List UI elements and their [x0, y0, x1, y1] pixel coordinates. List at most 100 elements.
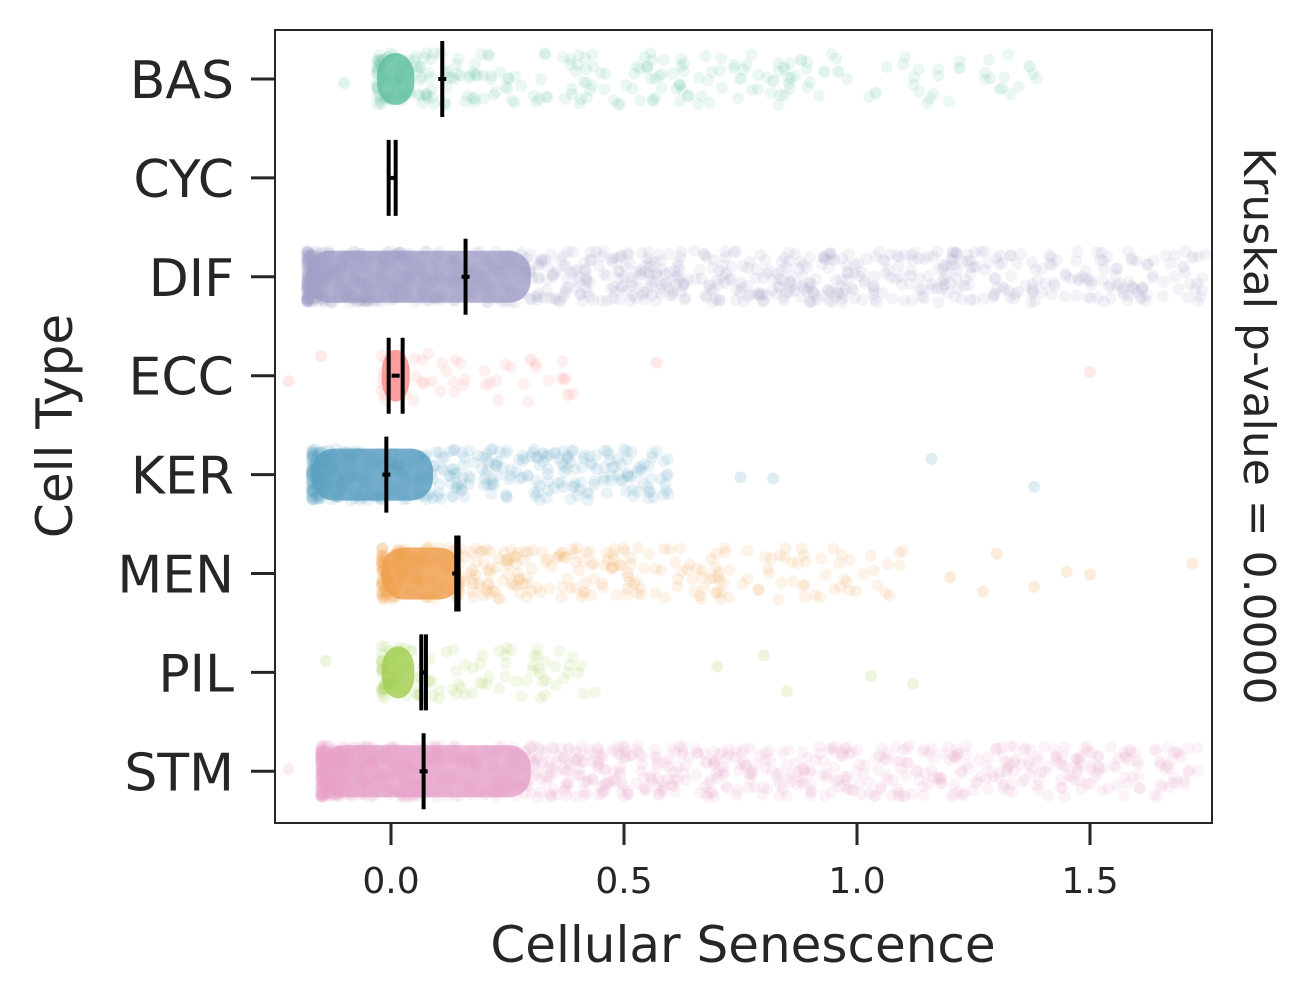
point-pil — [493, 644, 506, 657]
point-dif — [766, 284, 779, 297]
point-ker — [306, 493, 319, 506]
point-stm — [847, 784, 860, 797]
point-stm — [987, 771, 1000, 784]
point-men — [442, 564, 455, 577]
point-ker — [374, 458, 387, 471]
point-dif — [414, 258, 427, 271]
point-ker — [424, 486, 437, 499]
point-stm — [423, 750, 436, 763]
point-dif — [310, 279, 323, 292]
point-ker — [319, 471, 332, 484]
point-men — [809, 589, 822, 602]
point-dif — [338, 290, 351, 303]
point-bas — [641, 62, 654, 75]
point-men — [467, 577, 480, 590]
point-ker — [330, 490, 343, 503]
point-pil — [515, 690, 528, 703]
point-men — [382, 580, 395, 593]
point-dif — [822, 283, 835, 296]
point-men — [883, 589, 896, 602]
point-dif — [302, 292, 315, 305]
point-pil — [574, 659, 587, 672]
point-bas — [493, 66, 506, 79]
point-dif — [313, 259, 326, 272]
point-stm — [548, 742, 561, 755]
point-dif — [778, 251, 791, 264]
point-men — [798, 591, 811, 604]
point-bas — [384, 93, 397, 106]
point-dif — [1064, 273, 1077, 286]
point-stm — [1056, 781, 1069, 794]
point-dif — [1190, 277, 1203, 290]
point-dif — [858, 274, 871, 287]
point-pil — [549, 679, 562, 692]
point-dif — [386, 288, 399, 301]
point-ker — [567, 444, 580, 457]
point-ecc — [480, 379, 493, 392]
point-dif — [826, 295, 839, 308]
point-dif — [330, 282, 343, 295]
point-dif — [479, 278, 492, 291]
point-dif — [301, 268, 314, 281]
point-bas — [372, 58, 385, 71]
point-dif — [380, 246, 393, 259]
point-ecc — [408, 352, 421, 365]
point-dif — [301, 245, 314, 258]
point-dif — [650, 266, 663, 279]
point-pil — [474, 657, 487, 670]
point-ker — [657, 455, 670, 468]
point-ker — [661, 452, 674, 465]
point-men — [871, 579, 884, 592]
point-ker — [437, 464, 450, 477]
point-dif — [309, 259, 322, 272]
point-bas — [371, 81, 384, 94]
point-ker — [586, 459, 599, 472]
point-ker — [421, 473, 434, 486]
point-stm — [886, 789, 899, 802]
point-dif — [302, 291, 315, 304]
point-ker — [525, 450, 538, 463]
point-dif — [358, 279, 371, 292]
point-dif — [867, 281, 880, 294]
point-men — [473, 580, 486, 593]
point-bas — [737, 63, 750, 76]
point-ker — [312, 491, 325, 504]
point-dif — [311, 265, 324, 278]
point-bas — [628, 67, 641, 80]
point-dif — [310, 287, 323, 300]
point-ker — [313, 447, 326, 460]
point-stm — [480, 787, 493, 800]
point-dif — [961, 255, 974, 268]
point-dif — [742, 290, 755, 303]
point-men — [838, 572, 851, 585]
point-dif — [329, 264, 342, 277]
point-dif — [392, 251, 405, 264]
point-dif — [301, 284, 314, 297]
point-dif — [1045, 251, 1058, 264]
point-dif — [356, 293, 369, 306]
point-dif — [994, 249, 1007, 262]
point-dif — [305, 249, 318, 262]
point-dif — [667, 285, 680, 298]
point-dif — [958, 279, 971, 292]
point-stm — [1121, 777, 1134, 790]
point-pil — [375, 662, 388, 675]
point-ker — [349, 445, 362, 458]
point-dif — [352, 248, 365, 261]
point-ecc — [557, 373, 570, 386]
point-dif — [364, 285, 377, 298]
point-dif — [311, 267, 324, 280]
point-dif — [519, 265, 532, 278]
outlier-point-men — [1060, 565, 1073, 578]
point-ker — [491, 469, 504, 482]
point-dif — [307, 270, 320, 283]
point-bas — [655, 68, 668, 81]
point-dif — [1168, 248, 1181, 261]
point-men — [375, 550, 388, 563]
point-ker — [392, 458, 405, 471]
point-men — [383, 571, 396, 584]
point-dif — [783, 286, 796, 299]
point-ker — [316, 489, 329, 502]
point-dif — [419, 285, 432, 298]
point-men — [511, 547, 524, 560]
